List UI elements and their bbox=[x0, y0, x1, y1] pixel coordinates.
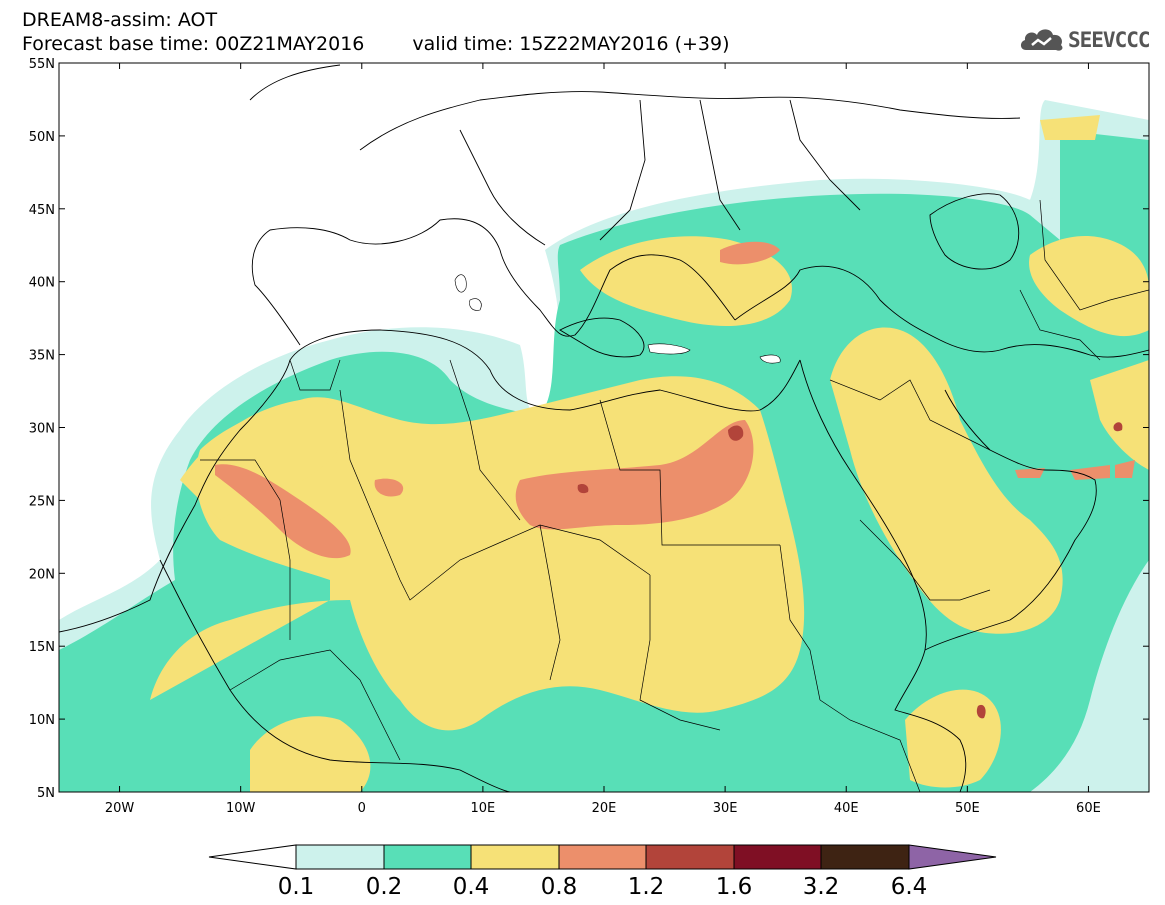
lat-label-30N: 30N bbox=[29, 422, 55, 437]
lat-label-50N: 50N bbox=[29, 130, 55, 145]
longitude-axis: 20W 10W 0 10E 20E 30E 40E 50E 60E bbox=[105, 63, 1101, 816]
legend-box-3.2-6.4 bbox=[820, 844, 910, 870]
legend-label-1.6: 1.6 bbox=[716, 874, 753, 900]
aot-1.2-1.6-area bbox=[577, 422, 1123, 719]
lon-label-30E: 30E bbox=[713, 801, 738, 816]
time-info: Forecast base time: 00Z21MAY2016 valid ti… bbox=[22, 33, 730, 55]
legend-label-0.4: 0.4 bbox=[453, 874, 490, 900]
coastlines bbox=[59, 64, 1149, 792]
legend-over-arrow bbox=[908, 844, 997, 870]
legend-label-0.8: 0.8 bbox=[541, 874, 578, 900]
lat-label-15N: 15N bbox=[29, 640, 55, 655]
legend-box-0.4-0.8 bbox=[470, 844, 560, 870]
latitude-axis: 55N 50N 45N 40N 35N 30N 25N 20N 15N 10N 5N bbox=[29, 57, 1149, 801]
legend-box-0.1-0.2 bbox=[295, 844, 385, 870]
islands bbox=[454, 274, 781, 364]
lat-label-5N: 5N bbox=[37, 786, 55, 801]
aot-0.8-1.2-area bbox=[215, 241, 1135, 559]
legend-box-0.8-1.2 bbox=[558, 844, 647, 870]
cloud-icon bbox=[1020, 29, 1063, 51]
lat-label-40N: 40N bbox=[29, 276, 55, 291]
lon-label-60E: 60E bbox=[1076, 801, 1101, 816]
legend-label-6.4: 6.4 bbox=[891, 874, 928, 900]
legend-label-3.2: 3.2 bbox=[803, 874, 840, 900]
legend-label-0.2: 0.2 bbox=[366, 874, 403, 900]
base-time: Forecast base time: 00Z21MAY2016 bbox=[22, 33, 365, 55]
lon-label-40E: 40E bbox=[834, 801, 859, 816]
legend-box-0.2-0.4 bbox=[383, 844, 472, 870]
lat-label-35N: 35N bbox=[29, 349, 55, 364]
lat-label-20N: 20N bbox=[29, 567, 55, 582]
country-borders bbox=[200, 199, 1149, 792]
lon-label-0: 0 bbox=[358, 801, 366, 816]
legend-under-arrow bbox=[208, 844, 297, 870]
aot-0.4-0.8-area bbox=[150, 115, 1149, 792]
seevccc-logo: SEEVCCC bbox=[1018, 24, 1158, 54]
chart-title: DREAM8-assim: AOT bbox=[22, 9, 218, 31]
lon-label-50E: 50E bbox=[955, 801, 980, 816]
lat-label-10N: 10N bbox=[29, 713, 55, 728]
lon-label-10W: 10W bbox=[226, 801, 256, 816]
legend-label-1.2: 1.2 bbox=[628, 874, 665, 900]
legend-box-1.2-1.6 bbox=[645, 844, 735, 870]
lat-label-25N: 25N bbox=[29, 494, 55, 509]
valid-time: valid time: 15Z22MAY2016 (+39) bbox=[412, 33, 730, 55]
lat-label-55N: 55N bbox=[29, 57, 55, 72]
logo-text: SEEVCCC bbox=[1068, 28, 1151, 52]
lon-label-20E: 20E bbox=[592, 801, 617, 816]
legend-label-0.1: 0.1 bbox=[278, 874, 315, 900]
lon-label-10E: 10E bbox=[471, 801, 496, 816]
lat-label-45N: 45N bbox=[29, 203, 55, 218]
legend-box-1.6-3.2 bbox=[733, 844, 822, 870]
lon-label-20W: 20W bbox=[105, 801, 135, 816]
